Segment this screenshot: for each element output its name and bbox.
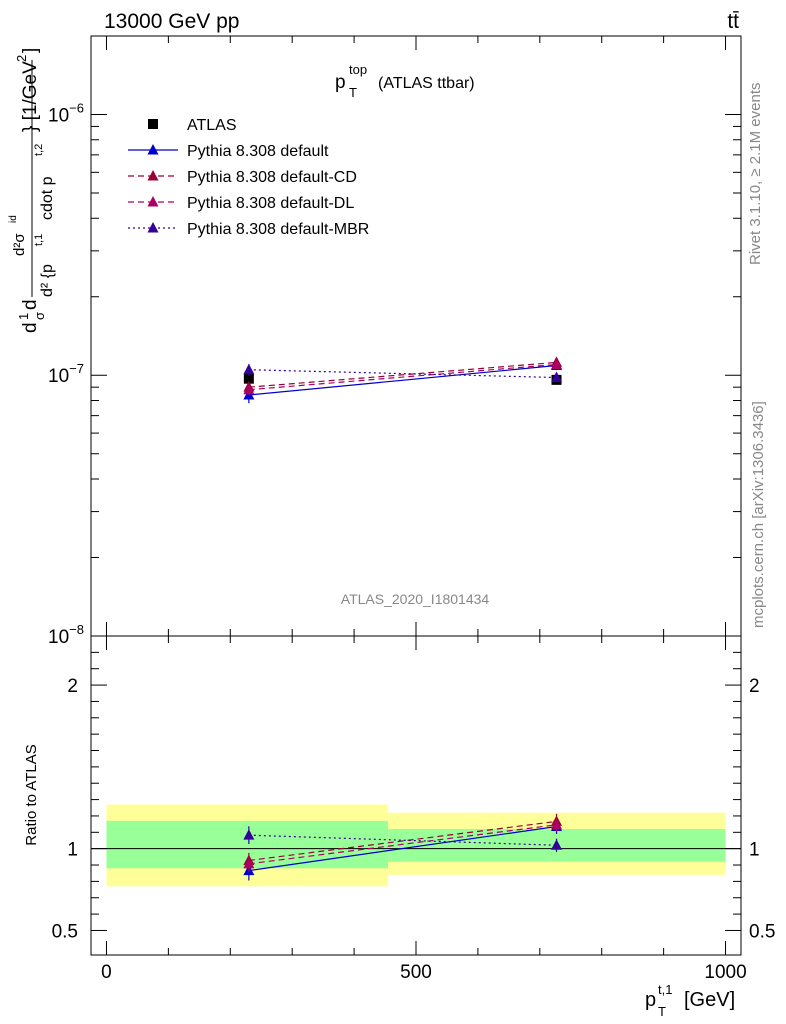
- title-sup: top: [349, 62, 367, 77]
- ylabel-d2sigma: d²σ: [11, 233, 28, 256]
- header-left: 13000 GeV pp: [104, 10, 239, 33]
- ylabel-id: id: [8, 215, 19, 223]
- y-tick-label: 10−6: [48, 100, 84, 126]
- series-line: [248, 364, 557, 396]
- legend-label: Pythia 8.308 default-CD: [187, 169, 357, 186]
- legend-label: Pythia 8.308 default: [187, 143, 329, 160]
- ylabel-denom: d² {p: [39, 264, 56, 297]
- xlabel-unit: [GeV]: [684, 989, 735, 1011]
- xlabel-main: p: [645, 989, 656, 1011]
- legend-label: ATLAS: [187, 117, 237, 134]
- ylabel-d: d: [20, 299, 41, 310]
- mcplots-label: mcplots.cern.ch [arXiv:1306.3436]: [750, 401, 767, 628]
- ylabel-cdot: cdot p: [39, 176, 56, 220]
- ratio-series-line: [248, 834, 557, 846]
- ylabel-sq: 2: [14, 55, 29, 62]
- ratio-bands: [106, 804, 726, 887]
- series-line: [248, 369, 557, 379]
- series-point: [551, 358, 563, 369]
- axes: 0 500 1000 10−8 10−7 10−6 0.5 0.5 1 1 2 2: [48, 35, 775, 983]
- series-point: [551, 371, 563, 383]
- ratio-series: [243, 813, 563, 881]
- legend-marker: [147, 222, 159, 233]
- ylabel-t2: t,2: [33, 144, 45, 156]
- ratio-axis-label: Ratio to ATLAS: [23, 744, 40, 845]
- ratio-tick-label-right: 2: [749, 676, 760, 697]
- ratio-tick-label: 1: [67, 840, 78, 861]
- atlas-point: [243, 373, 254, 384]
- series-point: [243, 363, 255, 375]
- legend-label: Pythia 8.308 default-DL: [187, 195, 354, 212]
- ylabel-unit: } [1/GeV: [20, 61, 41, 132]
- rivet-label: Rivet 3.1.10, ≥ 2.1M events: [747, 83, 764, 266]
- ylabel-prefix: d: [20, 322, 41, 333]
- legend-marker: [147, 144, 159, 155]
- legend-marker-atlas: [148, 119, 158, 129]
- ylabel-sigma: σ: [32, 312, 47, 320]
- x-tick-label: 500: [400, 962, 432, 983]
- ylabel-one: 1: [16, 313, 31, 320]
- plot-title: p top T (ATLAS ttbar): [335, 62, 475, 100]
- ratio-tick-label: 2: [67, 676, 78, 697]
- series-line: [248, 361, 557, 388]
- xlabel-sub: T: [658, 1004, 666, 1019]
- y-axis-label: d 1 σ d d²σ id d² {p t,1 cdot p t,2 } [1…: [8, 48, 56, 333]
- title-rest: (ATLAS ttbar): [378, 75, 475, 92]
- ratio-tick-label-right: 0.5: [749, 921, 775, 942]
- y-tick-label: 10−8: [48, 622, 84, 648]
- legend-marker: [147, 170, 159, 181]
- x-tick-label: 1000: [704, 962, 746, 983]
- ratio-tick-label: 0.5: [52, 921, 78, 942]
- ylabel-t1: t,1: [33, 234, 45, 246]
- ratio-series-line: [248, 824, 557, 865]
- series-point: [243, 383, 255, 395]
- legend-label: Pythia 8.308 default-MBR: [187, 221, 369, 238]
- ratio-point: [551, 818, 563, 830]
- x-axis-label: p t,1 T [GeV]: [645, 982, 735, 1019]
- title-main: p: [335, 72, 346, 93]
- ratio-series-line: [248, 825, 557, 872]
- series-line: [248, 363, 557, 391]
- ratio-frame: [90, 635, 742, 956]
- ratio-series-line: [248, 820, 557, 862]
- xlabel-sup: t,1: [658, 982, 672, 997]
- ratio-point: [243, 857, 255, 869]
- title-sub: T: [349, 85, 357, 100]
- legend: ATLAS Pythia 8.308 default Pythia 8.308 de…: [128, 117, 369, 238]
- ratio-point: [243, 829, 255, 840]
- main-series: [243, 356, 563, 404]
- y-tick-label: 10−7: [48, 361, 84, 387]
- ratio-tick-label-right: 1: [749, 840, 760, 861]
- x-tick-label: 0: [101, 962, 112, 983]
- header-right: tt̄: [727, 10, 739, 33]
- legend-marker: [147, 196, 159, 207]
- analysis-id: ATLAS_2020_I1801434: [341, 591, 490, 607]
- ratio-point: [551, 839, 563, 850]
- ylabel-close: ]: [20, 48, 41, 53]
